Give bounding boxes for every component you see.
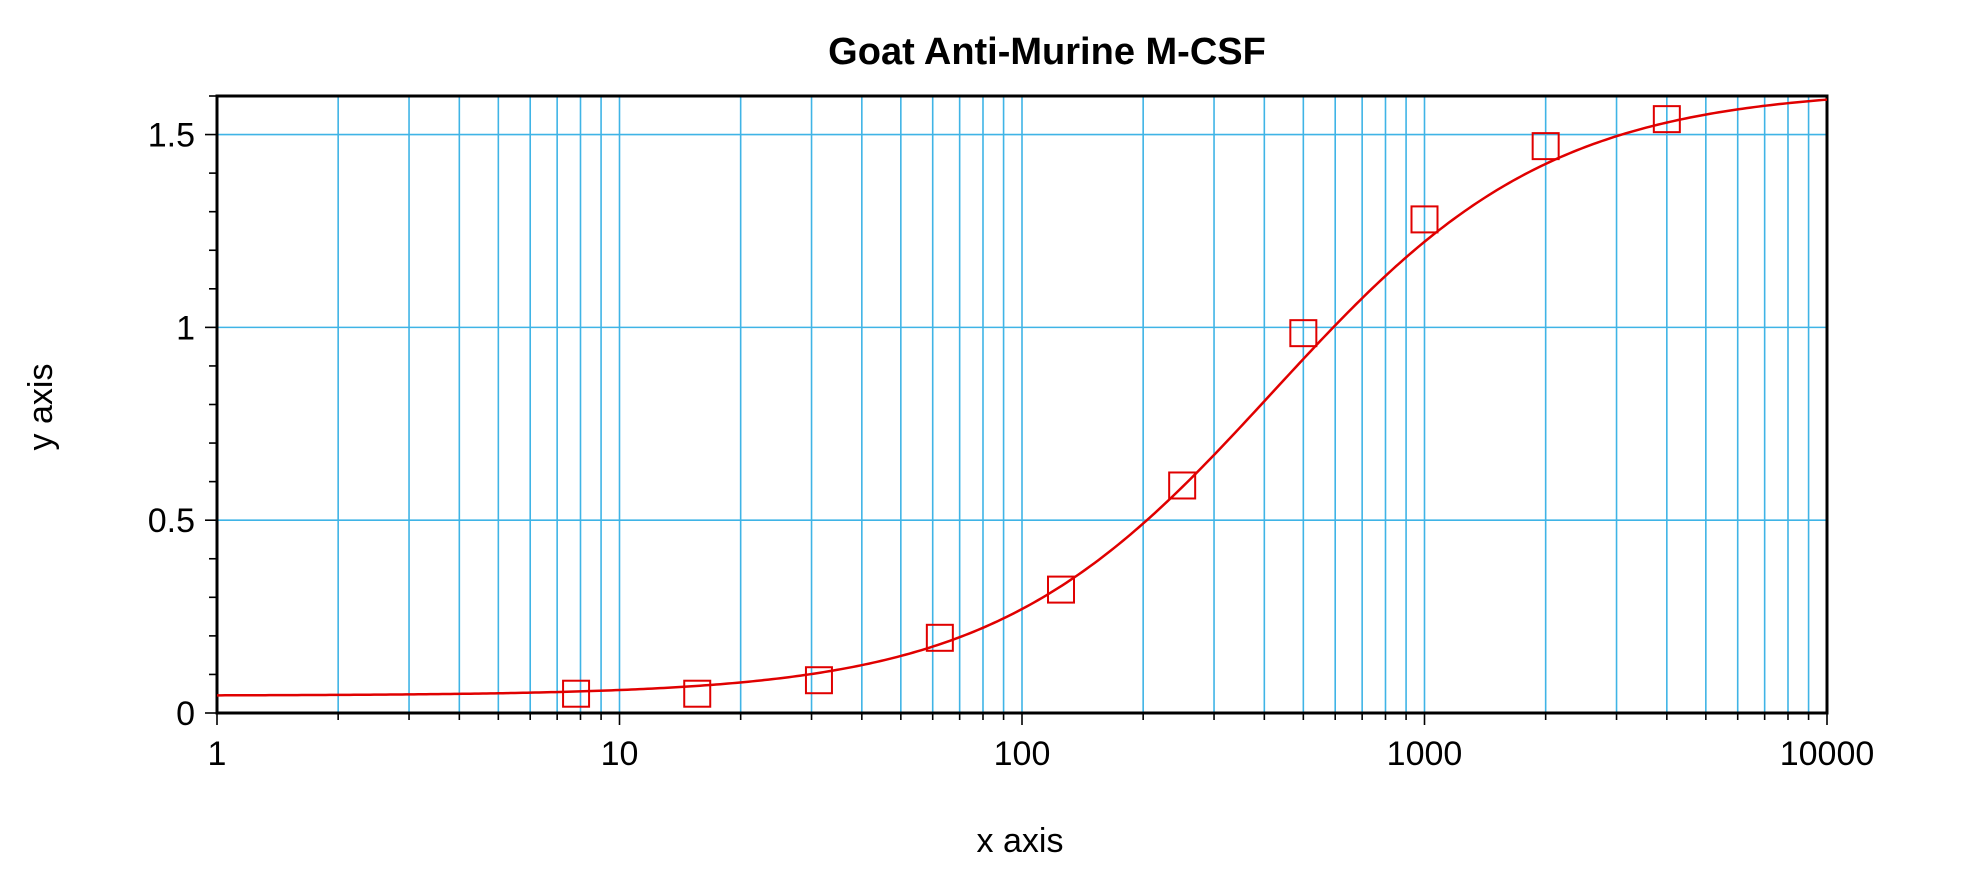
data-point xyxy=(925,623,954,652)
data-point xyxy=(1047,575,1076,604)
chart-title: Goat Anti-Murine M-CSF xyxy=(828,31,1266,73)
y-tick-label: 0.5 xyxy=(148,502,195,540)
x-tick-label: 1000 xyxy=(1387,735,1463,773)
y-tick-label: 0 xyxy=(176,695,195,733)
data-point xyxy=(1168,471,1197,500)
y-tick-label: 1 xyxy=(176,309,195,347)
data-points xyxy=(562,105,1681,708)
data-point xyxy=(1289,319,1318,348)
x-tick-label: 100 xyxy=(994,735,1051,773)
data-point xyxy=(1531,132,1560,161)
grid xyxy=(217,96,1827,713)
data-point xyxy=(1410,205,1439,234)
data-point xyxy=(683,679,712,708)
x-tick-label: 1 xyxy=(208,735,227,773)
x-tick-label: 10000 xyxy=(1780,735,1875,773)
data-point xyxy=(1652,105,1681,134)
axes xyxy=(205,94,1829,725)
data-point xyxy=(562,679,591,708)
y-tick-label: 1.5 xyxy=(148,117,195,155)
x-axis-label: x axis xyxy=(977,822,1064,860)
x-tick-label: 10 xyxy=(601,735,639,773)
tick-labels: 1 10 100 1000 10000 0 0.5 1 1.5 xyxy=(148,117,1875,773)
y-axis-label: y axis xyxy=(22,364,60,451)
data-point xyxy=(804,666,833,695)
